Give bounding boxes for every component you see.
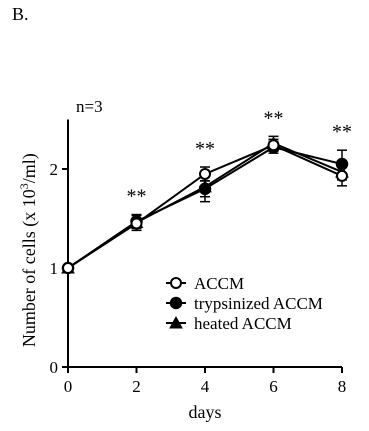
legend-item: heated ACCM	[166, 314, 292, 333]
significance-marker: **	[195, 138, 215, 160]
sample-size-note: n=3	[76, 97, 103, 116]
series-line	[67, 144, 343, 269]
markers-trypsinized-accm	[61, 140, 349, 275]
legend-label: heated ACCM	[194, 314, 292, 333]
axes: 0 1 2 0 2 4 6 8 days Number of cells (x 103/ml)	[17, 119, 347, 422]
legend-marker	[170, 277, 182, 289]
data-point	[199, 167, 211, 180]
x-tick-label: 2	[132, 377, 141, 396]
x-tick-label: 6	[269, 377, 278, 396]
legend-label: ACCM	[194, 274, 244, 293]
x-tick-label: 4	[201, 377, 210, 396]
legend-item: ACCM	[166, 274, 244, 293]
x-axis-label: days	[189, 402, 222, 422]
data-point	[62, 262, 74, 274]
significance-marker: **	[127, 186, 147, 208]
data-point	[198, 182, 212, 196]
annotations: ** ** ** ** n=3	[76, 97, 352, 208]
markers-accm	[62, 139, 348, 274]
series-line	[67, 146, 343, 269]
y-axis-label: Number of cells (x 103/ml)	[17, 153, 40, 347]
series-layer	[61, 135, 349, 275]
legend-marker	[169, 296, 183, 310]
data-point	[335, 157, 349, 171]
x-tick-label: 0	[64, 377, 73, 396]
significance-marker: **	[332, 121, 352, 143]
x-tick-label: 8	[338, 377, 347, 396]
series-line	[67, 142, 343, 269]
y-tick-label: 0	[50, 358, 59, 377]
data-point	[336, 169, 348, 182]
panel-label: B.	[12, 4, 29, 24]
legend-label: trypsinized ACCM	[194, 294, 323, 313]
data-point	[267, 139, 280, 152]
y-tick-label: 1	[50, 259, 59, 278]
legend-marker	[169, 315, 183, 329]
y-tick-label: 2	[50, 160, 59, 179]
legend-item: trypsinized ACCM	[166, 294, 323, 313]
significance-marker: **	[264, 107, 284, 129]
data-point	[130, 217, 143, 230]
